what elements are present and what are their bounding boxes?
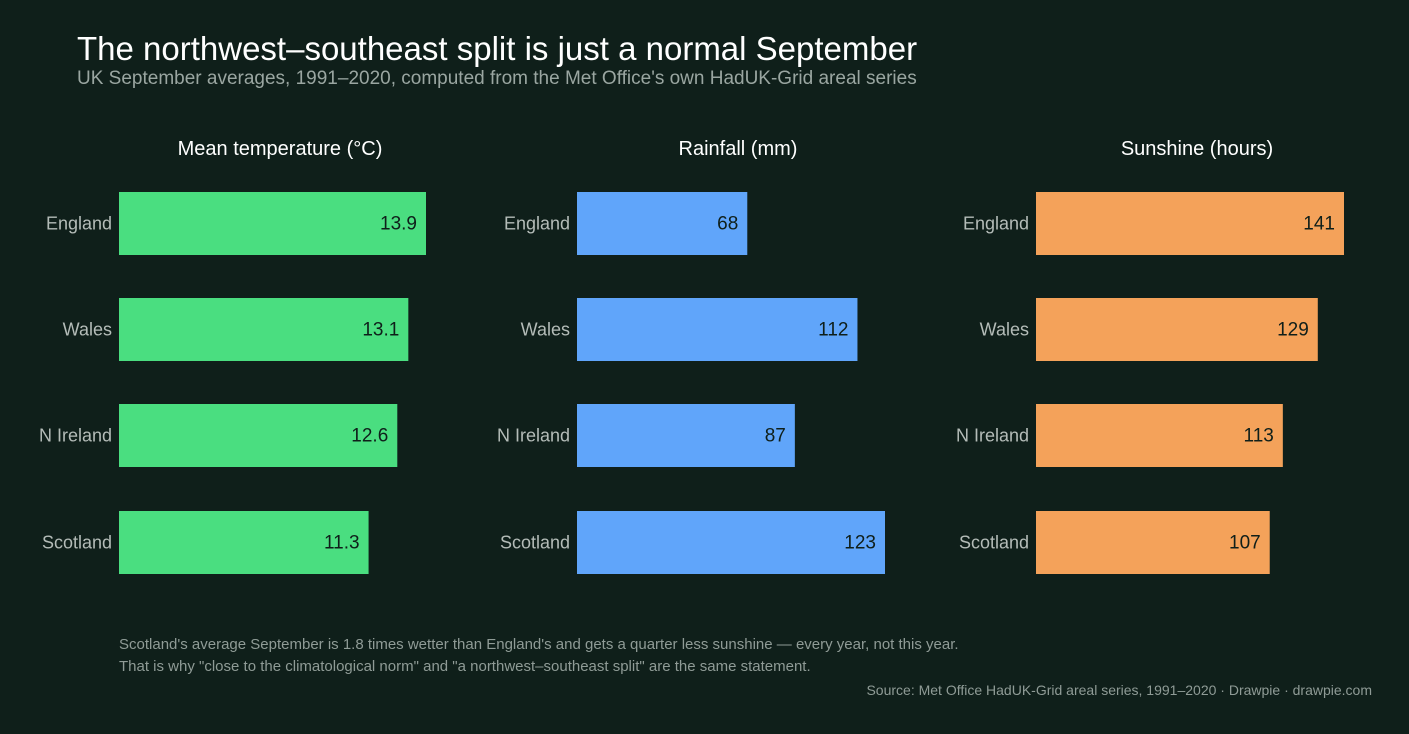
- bar: [1036, 511, 1270, 574]
- value-label: 113: [1244, 426, 1274, 447]
- value-label: 112: [818, 320, 848, 341]
- category-label: N Ireland: [497, 426, 570, 446]
- footnote-line-2: That is why "close to the climatological…: [119, 658, 811, 675]
- source-credit: Source: Met Office HadUK-Grid areal seri…: [866, 682, 1372, 698]
- bar: [577, 298, 858, 361]
- value-label: 12.6: [351, 426, 388, 447]
- bar: [119, 192, 426, 255]
- chart-subtitle: UK September averages, 1991–2020, comput…: [77, 68, 917, 89]
- bar: [577, 404, 795, 467]
- value-label: 68: [717, 214, 738, 235]
- value-label: 87: [765, 426, 786, 447]
- value-label: 141: [1303, 214, 1335, 235]
- bar: [119, 298, 409, 361]
- category-label: England: [504, 214, 570, 234]
- bar: [1036, 404, 1283, 467]
- bar: [1036, 192, 1344, 255]
- value-label: 123: [844, 533, 876, 554]
- footnote-line-1: Scotland's average September is 1.8 time…: [119, 636, 959, 653]
- category-label: Wales: [63, 320, 112, 340]
- category-label: Wales: [521, 320, 570, 340]
- category-label: Scotland: [959, 533, 1029, 553]
- panel-sunshine: Sunshine (hours) England 141 Wales 129 N Irel…: [956, 138, 1344, 574]
- value-label: 13.9: [380, 214, 417, 235]
- value-label: 11.3: [324, 533, 360, 554]
- bar: [577, 192, 748, 255]
- bar: [577, 511, 885, 574]
- bar: [1036, 298, 1318, 361]
- panel-title: Rainfall (mm): [679, 138, 798, 160]
- panel-rainfall: Rainfall (mm) England 68 Wales 112 N Ireland 8…: [497, 138, 885, 574]
- panel-title: Sunshine (hours): [1121, 138, 1273, 160]
- bar: [119, 511, 369, 574]
- value-label: 13.1: [362, 320, 399, 341]
- category-label: England: [963, 214, 1029, 234]
- category-label: Wales: [980, 320, 1029, 340]
- category-label: N Ireland: [39, 426, 112, 446]
- bar: [119, 404, 398, 467]
- value-label: 129: [1277, 320, 1309, 341]
- category-label: Scotland: [42, 533, 112, 553]
- value-label: 107: [1229, 533, 1261, 554]
- panel-temperature: Mean temperature (°C) England 13.9 Wales 13.…: [39, 138, 426, 574]
- category-label: Scotland: [500, 533, 570, 553]
- category-label: N Ireland: [956, 426, 1029, 446]
- chart-title: The northwest–southeast split is just a …: [77, 30, 918, 67]
- panel-title: Mean temperature (°C): [178, 138, 383, 160]
- category-label: England: [46, 214, 112, 234]
